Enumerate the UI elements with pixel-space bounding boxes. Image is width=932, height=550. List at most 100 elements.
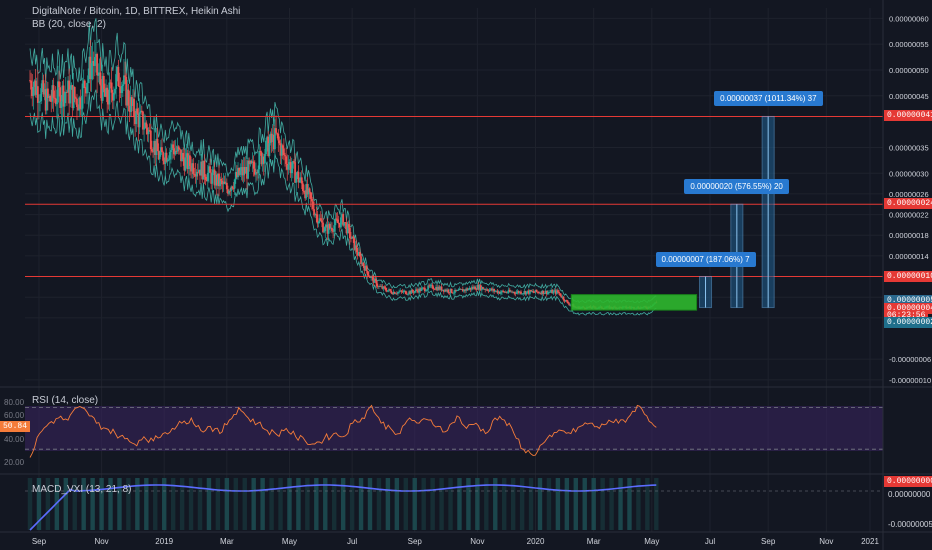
- macd-bar: [99, 478, 104, 530]
- candle-body: [454, 289, 456, 293]
- candle-body: [129, 97, 132, 112]
- candle-body: [173, 148, 176, 155]
- candle-body: [120, 85, 123, 93]
- candle-body: [529, 290, 531, 294]
- candle-body: [463, 289, 465, 292]
- candle-body: [270, 133, 273, 143]
- candle-body: [167, 159, 170, 161]
- x-tick-label: Nov: [94, 537, 108, 546]
- target-callout[interactable]: 0.00000007 (187.06%) 7: [655, 251, 756, 267]
- candle-body: [93, 57, 96, 66]
- candle-body: [172, 144, 175, 149]
- candle-body: [513, 291, 516, 294]
- rsi-level-40: 40.00: [4, 435, 25, 444]
- candle-body: [321, 220, 323, 223]
- candle-body: [422, 287, 425, 289]
- candle-body: [82, 80, 85, 84]
- candle-body: [554, 290, 557, 294]
- candle-body: [196, 171, 199, 173]
- candle-body: [412, 291, 415, 293]
- candle-body: [138, 112, 141, 128]
- candle-body: [256, 172, 258, 174]
- candle-body: [112, 93, 115, 101]
- candle-body: [374, 278, 377, 281]
- candle-body: [444, 289, 446, 292]
- candle-body: [100, 85, 103, 101]
- candle-body: [279, 143, 282, 156]
- candle-body: [310, 198, 313, 202]
- candle-body: [111, 92, 114, 101]
- candle-body: [157, 151, 160, 160]
- macd-bar: [188, 478, 194, 530]
- target-callout[interactable]: 0.00000020 (576.55%) 20: [684, 179, 789, 195]
- macd-bar: [323, 478, 328, 530]
- candle-body: [336, 219, 339, 223]
- macd-bar: [609, 478, 614, 530]
- candle-body: [55, 102, 58, 105]
- candle-body: [450, 288, 453, 293]
- candle-body: [240, 167, 243, 171]
- candle-body: [546, 292, 549, 295]
- bb-indicator-label[interactable]: BB (20, close, 2): [32, 19, 106, 30]
- bb-lower: [29, 89, 657, 316]
- candle-body: [383, 286, 386, 288]
- candle-body: [468, 287, 471, 289]
- macd-bar: [305, 478, 310, 530]
- candle-body: [322, 222, 324, 233]
- candle-body: [144, 122, 147, 129]
- candle-body: [280, 145, 283, 156]
- candle-body: [265, 140, 267, 155]
- candle-body: [88, 56, 91, 76]
- candle-body: [378, 286, 380, 288]
- candle-body: [301, 183, 304, 191]
- y-tick-label: 0.00000014: [889, 252, 929, 261]
- candle-body: [175, 150, 178, 152]
- candle-body: [525, 291, 528, 295]
- resistance-price-tag: 0.00000041: [884, 110, 932, 122]
- candle-body: [163, 160, 166, 165]
- symbol-title[interactable]: DigitalNote / Bitcoin, 1D, BITTREX, Heik…: [32, 6, 241, 17]
- candle-body: [334, 218, 337, 226]
- candle-body: [29, 80, 31, 82]
- candle-body: [552, 291, 555, 294]
- candle-body: [439, 286, 442, 290]
- candle-body: [397, 291, 399, 294]
- candle-body: [441, 289, 444, 291]
- candle-body: [66, 91, 68, 93]
- candle-body: [514, 293, 517, 294]
- macd-bar: [314, 478, 319, 530]
- candle-body: [428, 285, 431, 287]
- candle-body: [437, 286, 440, 291]
- candle-body: [332, 230, 334, 232]
- candle-body: [476, 285, 479, 290]
- candle-body: [355, 245, 358, 253]
- candle-body: [284, 155, 286, 157]
- candle-body: [242, 167, 245, 176]
- candle-body: [180, 149, 182, 162]
- candle-body: [87, 75, 90, 84]
- rsi-indicator-label[interactable]: RSI (14, close): [32, 395, 99, 406]
- candle-body: [48, 95, 50, 99]
- candle-body: [221, 180, 224, 185]
- candle-body: [204, 176, 207, 180]
- macd-bar: [358, 478, 364, 530]
- candle-body: [225, 182, 228, 190]
- candle-body: [370, 276, 373, 278]
- candle-body: [223, 181, 226, 184]
- candle-body: [486, 289, 489, 291]
- x-tick-label: Sep: [408, 537, 423, 546]
- candle-body: [373, 278, 376, 283]
- candle-body: [410, 289, 413, 294]
- candle-body: [460, 289, 463, 290]
- candle-body: [359, 252, 361, 257]
- candle-body: [401, 291, 404, 293]
- target-callout[interactable]: 0.00000037 (1011.34%) 37: [714, 91, 823, 107]
- candle-body: [85, 88, 87, 94]
- candle-body: [371, 276, 374, 278]
- candle-body: [261, 156, 264, 165]
- candle-body: [205, 179, 208, 182]
- candle-body: [299, 177, 302, 181]
- macd-indicator-label[interactable]: MACD_VXI (13, 21, 8): [32, 484, 132, 495]
- candle-body: [162, 152, 164, 161]
